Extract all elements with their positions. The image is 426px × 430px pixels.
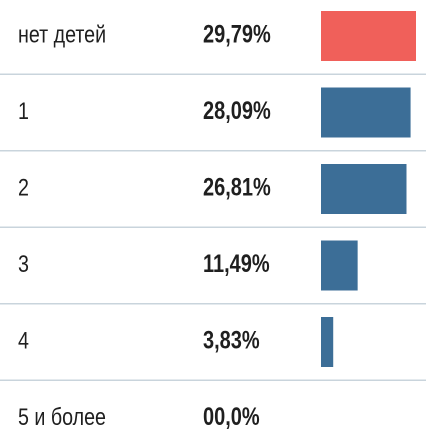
value-label: 29,79% (203, 21, 271, 49)
bar (321, 240, 358, 291)
value-label: 26,81% (203, 174, 271, 202)
category-label: 2 (18, 173, 29, 200)
bar (321, 164, 407, 214)
value-label: 28,09% (203, 97, 271, 125)
category-label: 1 (18, 97, 29, 124)
category-label: 5 и более (18, 403, 106, 430)
category-label: 4 (18, 326, 29, 353)
bar (321, 317, 334, 367)
value-label: 3,83% (203, 327, 260, 355)
value-label: 11,49% (203, 250, 270, 278)
category-label: нет детей (18, 20, 106, 47)
bar (321, 87, 411, 138)
category-label: 3 (18, 250, 29, 277)
bar (321, 11, 416, 61)
value-label: 00,0% (203, 403, 260, 430)
